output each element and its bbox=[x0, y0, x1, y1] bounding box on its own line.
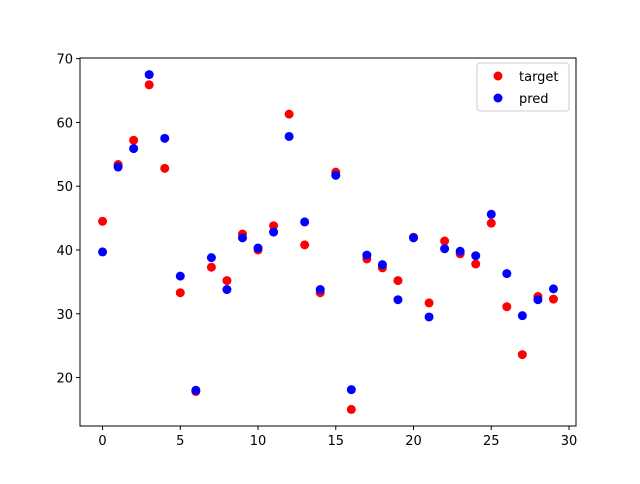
point bbox=[98, 247, 108, 257]
point bbox=[409, 233, 419, 243]
point bbox=[362, 250, 372, 260]
point bbox=[160, 163, 170, 173]
legend-marker bbox=[493, 93, 503, 103]
point bbox=[222, 276, 232, 286]
y-tick-label: 20 bbox=[56, 372, 73, 387]
point bbox=[284, 109, 294, 119]
point bbox=[377, 260, 387, 270]
y-tick-label: 50 bbox=[56, 180, 73, 195]
point bbox=[486, 209, 496, 219]
y-tick-label: 30 bbox=[56, 308, 73, 323]
y-tick-label: 60 bbox=[56, 116, 73, 131]
point bbox=[440, 236, 450, 246]
y-tick-label: 40 bbox=[56, 244, 73, 259]
legend-label: pred bbox=[519, 92, 549, 107]
point bbox=[300, 240, 310, 250]
point bbox=[175, 288, 185, 298]
y-tick-label: 70 bbox=[56, 53, 73, 68]
x-tick-label: 15 bbox=[328, 434, 345, 449]
point bbox=[144, 70, 154, 80]
point bbox=[548, 284, 558, 294]
point bbox=[300, 217, 310, 227]
x-tick-label: 20 bbox=[405, 434, 422, 449]
point bbox=[113, 162, 123, 172]
point bbox=[517, 350, 527, 360]
point bbox=[346, 404, 356, 414]
point bbox=[502, 269, 512, 279]
point bbox=[393, 295, 403, 305]
point bbox=[424, 312, 434, 322]
point bbox=[191, 385, 201, 395]
point bbox=[346, 385, 356, 395]
point bbox=[269, 221, 279, 231]
x-tick-label: 0 bbox=[98, 434, 106, 449]
x-tick-label: 5 bbox=[176, 434, 184, 449]
point bbox=[129, 144, 139, 154]
legend-marker bbox=[493, 71, 503, 81]
point bbox=[393, 276, 403, 286]
point bbox=[144, 80, 154, 90]
point bbox=[517, 311, 527, 321]
point bbox=[471, 251, 481, 261]
point bbox=[284, 131, 294, 141]
x-tick-label: 10 bbox=[250, 434, 267, 449]
point bbox=[424, 298, 434, 308]
point bbox=[129, 135, 139, 145]
point bbox=[175, 271, 185, 281]
point bbox=[440, 244, 450, 254]
legend-label: target bbox=[519, 70, 559, 85]
point bbox=[253, 243, 263, 253]
x-tick-label: 25 bbox=[483, 434, 500, 449]
point bbox=[533, 295, 543, 305]
plot-frame bbox=[79, 57, 577, 427]
point bbox=[206, 262, 216, 272]
point bbox=[455, 246, 465, 256]
point bbox=[206, 253, 216, 263]
point bbox=[222, 285, 232, 295]
point bbox=[160, 133, 170, 143]
point bbox=[237, 233, 247, 243]
point bbox=[471, 259, 481, 269]
point bbox=[486, 218, 496, 228]
point bbox=[269, 227, 279, 237]
point bbox=[98, 216, 108, 226]
point bbox=[548, 294, 558, 304]
point bbox=[315, 285, 325, 295]
point bbox=[502, 302, 512, 312]
point bbox=[331, 170, 341, 180]
x-tick-label: 30 bbox=[561, 434, 578, 449]
